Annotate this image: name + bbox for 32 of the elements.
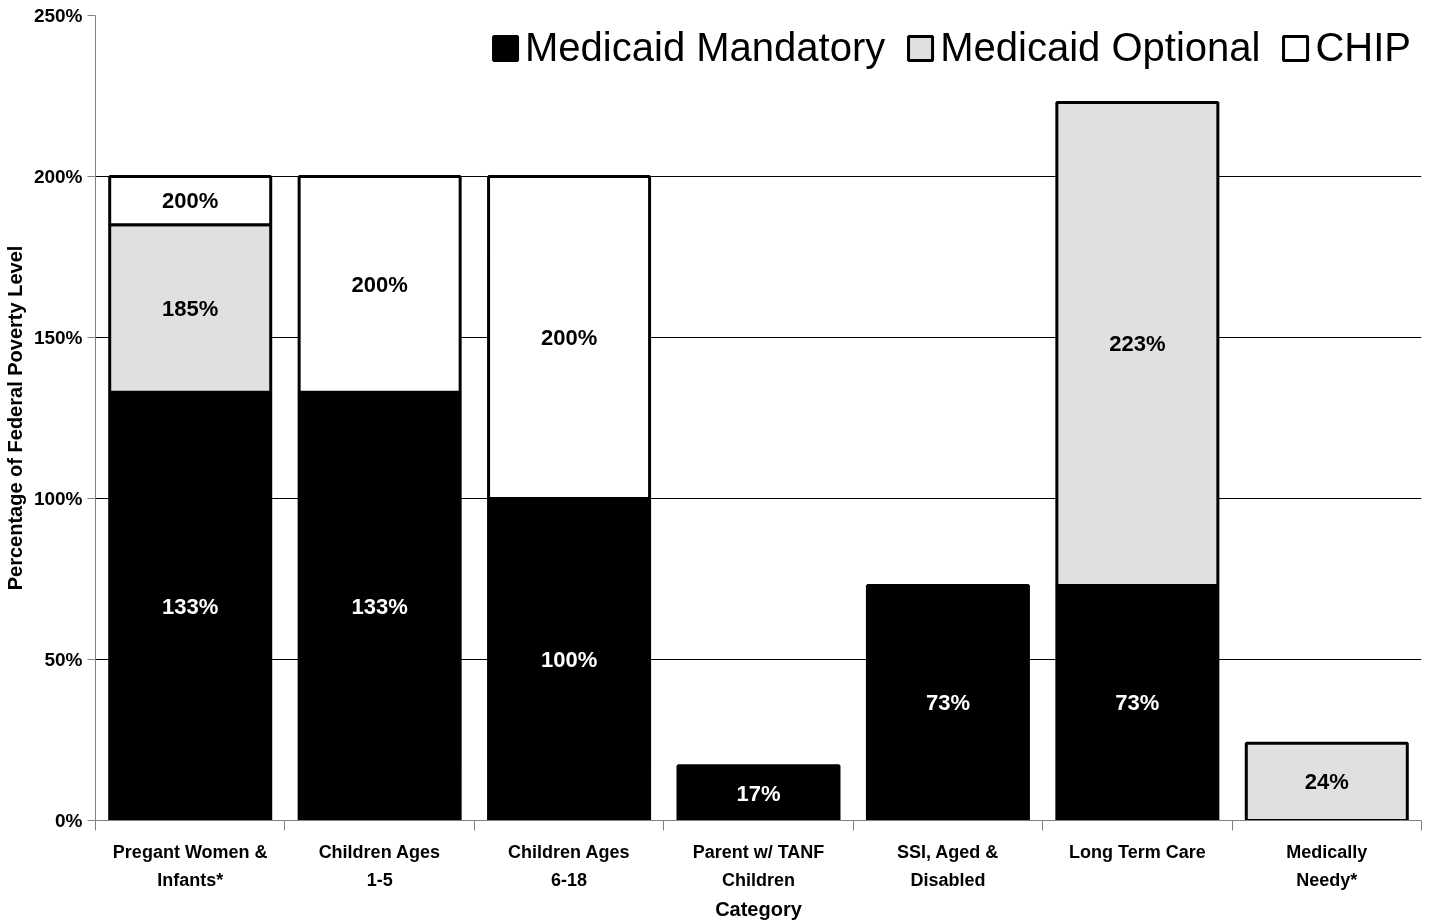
x-tick-label: SSI, Aged & Disabled	[896, 841, 999, 890]
y-tick-label: 150%	[33, 327, 83, 348]
total-label: 200%	[540, 325, 598, 350]
data-label: 24%	[1304, 769, 1349, 795]
legend-label: Medicaid Optional	[940, 25, 1261, 70]
x-axis-title: Category	[715, 897, 803, 920]
y-tick-label: 0%	[55, 810, 83, 831]
total-label: 200%	[162, 188, 219, 214]
y-tick-label: 100%	[33, 488, 83, 509]
y-tick-label: 250%	[33, 5, 83, 26]
legend-label: Medicaid Mandatory	[525, 25, 886, 70]
x-tick-label: Long Term Care	[1069, 841, 1206, 862]
total-label: 223%	[1109, 331, 1166, 357]
x-tick-label: Parent w/ TANF Children	[692, 841, 825, 890]
data-label: 73%	[925, 690, 970, 716]
legend-label: CHIP	[1315, 25, 1411, 70]
y-tick-label: 200%	[33, 166, 83, 187]
total-label: 200%	[351, 271, 408, 297]
data-label: 73%	[1115, 690, 1160, 716]
x-tick-label: Children Ages 1-5	[318, 841, 440, 890]
x-tick-label: Pregant Women & Infants*	[112, 841, 268, 890]
bar	[1244, 741, 1409, 821]
y-axis-title: Percentage of Federal Poverty Level	[3, 245, 26, 591]
x-tick-label: Medically Needy*	[1286, 841, 1368, 890]
data-label: 17%	[736, 780, 781, 806]
y-tick-label: 50%	[44, 649, 83, 670]
x-tick-label: Children Ages 6-18	[508, 841, 630, 890]
annotation: 185%	[162, 296, 219, 322]
data-label: 133%	[351, 593, 408, 619]
bar	[676, 764, 841, 821]
data-label: 100%	[540, 647, 598, 672]
data-label: 133%	[162, 593, 219, 619]
